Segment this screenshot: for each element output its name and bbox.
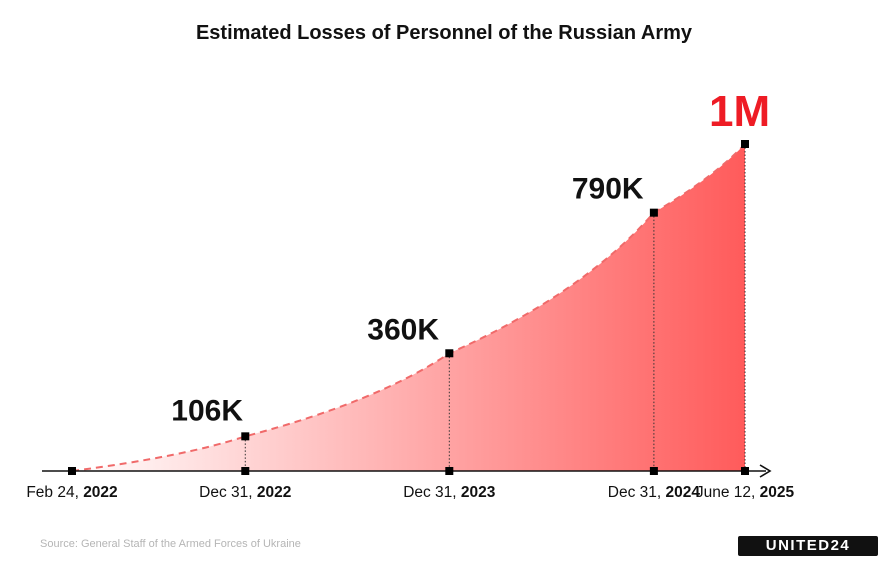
peak-value-label: 1M [709, 87, 770, 136]
x-tick-label: Dec 31, 2024 [608, 484, 701, 501]
x-tick-year: 2025 [760, 484, 795, 501]
x-tick-label: Feb 24, 2022 [26, 484, 117, 501]
source-note: Source: General Staff of the Armed Force… [40, 538, 301, 550]
x-tick-year: 2023 [461, 484, 496, 501]
chart-title: Estimated Losses of Personnel of the Rus… [195, 22, 693, 44]
data-point [741, 140, 749, 148]
x-tick-label: Dec 31, 2023 [403, 484, 496, 501]
area-fill [72, 144, 745, 471]
x-tick-date: Dec 31, [608, 484, 666, 501]
axis-tick-mark [241, 467, 250, 475]
x-tick-label: Dec 31, 2022 [199, 484, 291, 501]
x-tick-year: 2024 [666, 484, 701, 501]
x-tick-year: 2022 [257, 484, 291, 501]
axis-tick-mark [741, 467, 749, 475]
data-point [241, 432, 250, 441]
data-point [649, 208, 658, 217]
data-label: 790K [572, 173, 644, 206]
axis-tick-mark [445, 467, 454, 475]
axis-tick-mark [649, 467, 658, 475]
x-tick-label: June 12, 2025 [696, 484, 795, 501]
x-tick-date: Dec 31, [199, 484, 257, 501]
data-label: 106K [171, 394, 243, 427]
x-tick-year: 2022 [83, 484, 117, 501]
axis-tick-mark [68, 467, 76, 475]
x-tick-date: June 12, [696, 484, 760, 501]
x-tick-date: Dec 31, [403, 484, 461, 501]
data-point [445, 349, 454, 358]
brand-logo: UNITED24 [738, 536, 878, 556]
x-axis-arrow [759, 464, 772, 478]
data-label: 360K [367, 313, 439, 346]
x-tick-date: Feb 24, [26, 484, 83, 501]
